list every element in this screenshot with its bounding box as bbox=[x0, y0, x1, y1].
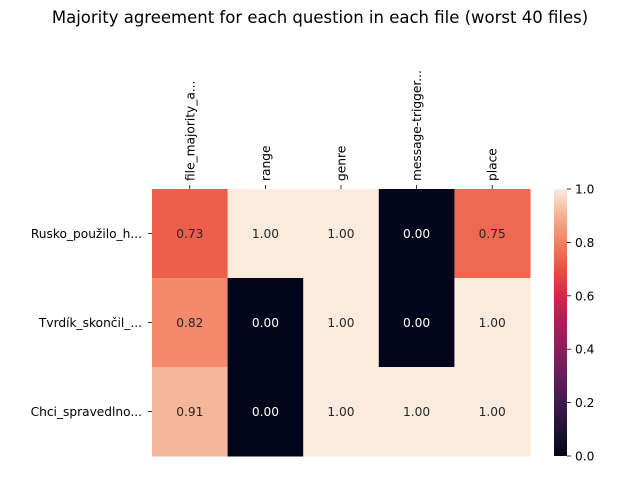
row-tick-labels: Rusko_použilo_h... Tvrdík_skončil_... Chci… bbox=[31, 227, 152, 419]
cell-value-label: 1.00 bbox=[327, 316, 354, 330]
heatmap-cell bbox=[303, 278, 380, 368]
cell-value-label: 1.00 bbox=[403, 405, 430, 419]
cell-value-label: 1.00 bbox=[327, 405, 354, 419]
heatmap-cell bbox=[152, 367, 229, 457]
column-tick-labels: file_majority_a...range genre message-trig… bbox=[183, 70, 500, 189]
colorbar-tick-label: 0.2 bbox=[575, 396, 594, 410]
cell-value-label: 0.00 bbox=[252, 316, 279, 330]
column-tick-label: place bbox=[486, 148, 500, 181]
cell-value-label: 0.82 bbox=[176, 316, 203, 330]
row-tick-label: Chci_spravedlno... bbox=[31, 405, 142, 419]
cell-value-label: 1.00 bbox=[252, 227, 279, 241]
heatmap-cell bbox=[303, 367, 380, 457]
cell-value-label: 1.00 bbox=[327, 227, 354, 241]
heatmap-cell bbox=[227, 189, 304, 279]
cell-value-label: 0.00 bbox=[403, 227, 430, 241]
cell-value-label: 0.00 bbox=[403, 316, 430, 330]
colorbar-tick-label: 0.0 bbox=[575, 450, 594, 464]
chart-title: Majority agreement for each question in … bbox=[52, 8, 588, 27]
colorbar-gradient bbox=[554, 189, 567, 456]
heatmap-cell bbox=[378, 367, 455, 457]
heatmap-cell bbox=[303, 189, 380, 279]
colorbar-tick-label: 1.0 bbox=[575, 183, 594, 197]
heatmap-cell bbox=[152, 189, 229, 279]
column-tick-label: message-trigger... bbox=[410, 70, 424, 181]
row-tick-label: Rusko_použilo_h... bbox=[31, 227, 142, 241]
colorbar-tick-label: 0.4 bbox=[575, 343, 595, 357]
cell-value-label: 0.75 bbox=[479, 227, 506, 241]
heatmap-cells: 0.73 1.00 1.00 0.00 0.75 0.82 0.00 1.00 0.00 1.00… bbox=[152, 189, 531, 457]
heatmap-cell bbox=[454, 189, 531, 279]
heatmap-cell bbox=[227, 278, 304, 368]
heatmap-cell bbox=[378, 189, 455, 279]
cell-value-label: 1.00 bbox=[479, 316, 506, 330]
cell-value-label: 0.00 bbox=[252, 405, 279, 419]
colorbar-tick-label: 0.6 bbox=[575, 289, 594, 303]
column-tick-label: genre bbox=[335, 146, 349, 181]
colorbar: 0.0 0.2 0.4 0.6 0.8 1.0 bbox=[554, 183, 595, 464]
column-tick-label: range bbox=[259, 146, 273, 181]
heatmap-cell bbox=[454, 278, 531, 368]
cell-value-label: 1.00 bbox=[479, 405, 506, 419]
row-tick-label: Tvrdík_skončil_... bbox=[38, 316, 142, 330]
cell-value-label: 0.73 bbox=[176, 227, 203, 241]
cell-value-label: 0.91 bbox=[176, 405, 203, 419]
colorbar-tick-label: 0.8 bbox=[575, 236, 594, 250]
heatmap-cell bbox=[378, 278, 455, 368]
column-tick-label: file_majority_a... bbox=[183, 81, 197, 181]
heatmap-cell bbox=[454, 367, 531, 457]
heatmap-cell bbox=[227, 367, 304, 457]
heatmap-cell bbox=[152, 278, 229, 368]
